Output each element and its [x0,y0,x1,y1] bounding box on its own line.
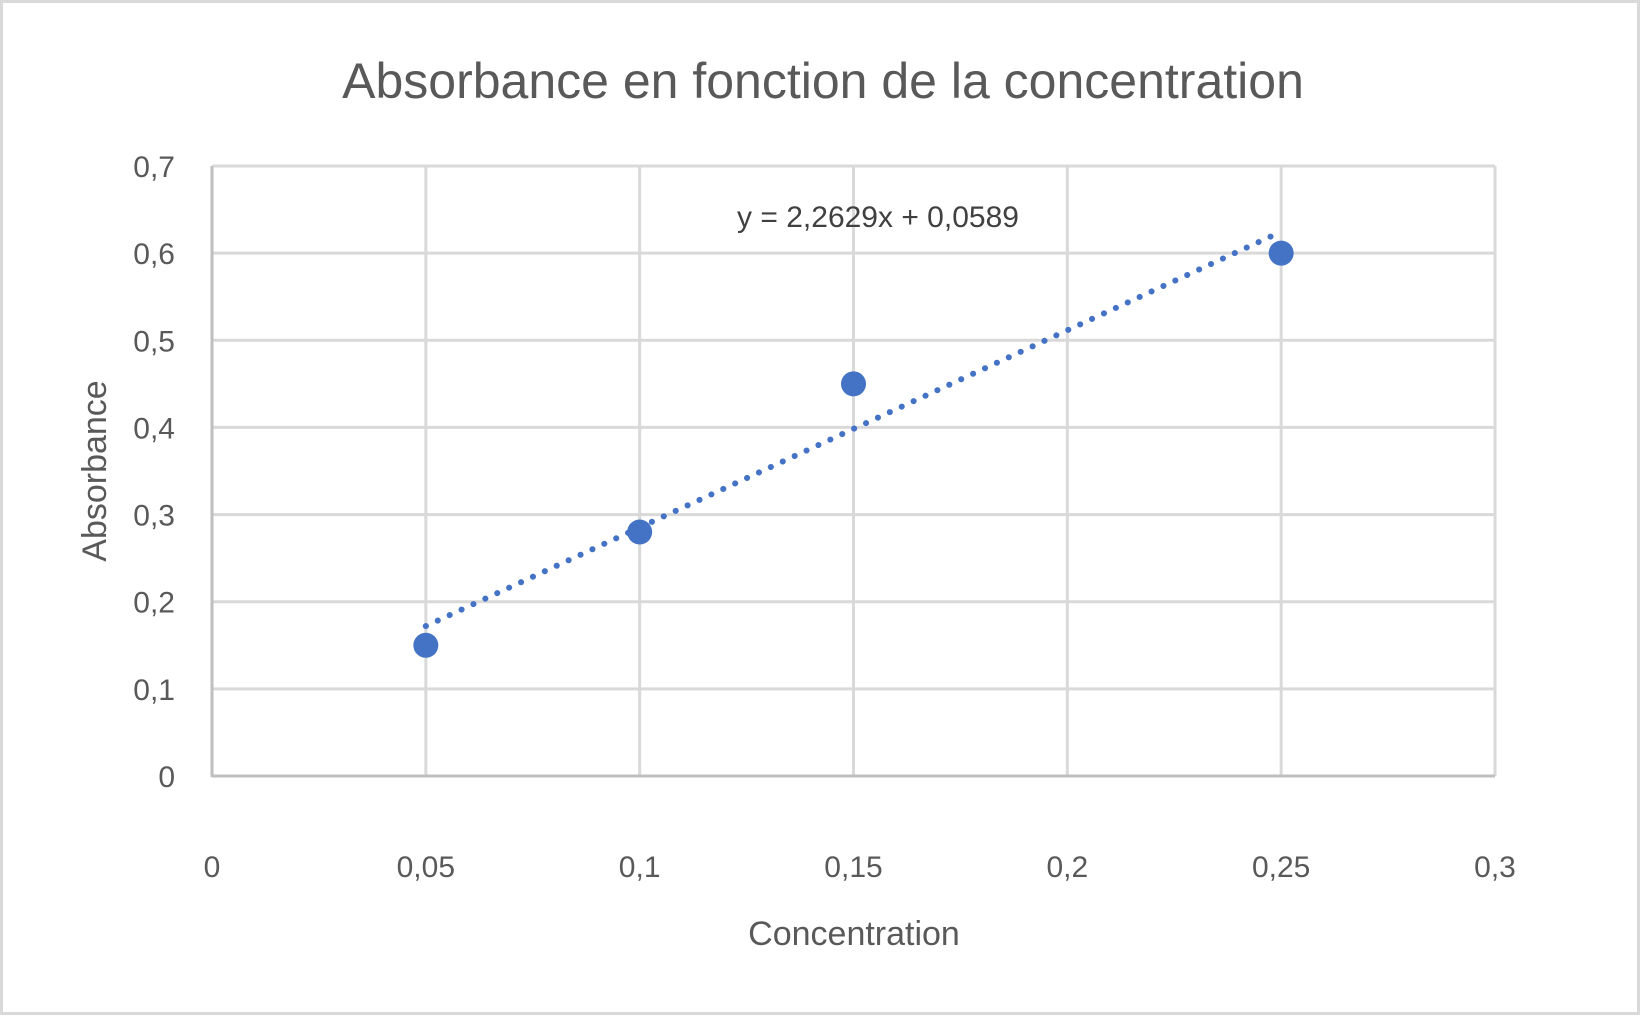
y-tick-label: 0,5 [133,325,175,358]
data-point [841,371,866,397]
y-tick-label: 0,4 [133,412,175,445]
x-axis-tick-labels: 0 0,05 0,1 0,15 0,2 0,25 0,3 [204,851,1516,884]
scatter-chart: Absorbance en fonction de la concentrati… [76,53,1516,953]
y-tick-label: 0,3 [133,500,175,533]
x-tick-label: 0,05 [397,851,455,884]
y-axis-title: Absorbance [76,380,114,561]
x-tick-label: 0,25 [1252,851,1310,884]
x-tick-label: 0,3 [1474,851,1516,884]
x-axis-title: Concentration [748,915,960,953]
gridlines [212,164,1497,776]
x-tick-label: 0 [204,851,221,884]
y-tick-label: 0,7 [133,151,175,184]
x-tick-label: 0,15 [824,851,882,884]
trendline-path [422,228,1285,630]
y-tick-label: 0,2 [133,587,175,620]
trendline [422,228,1285,630]
data-point [1268,240,1294,266]
y-tick-label: 0 [158,761,175,794]
data-point [413,632,439,658]
axes [210,166,1495,778]
x-tick-label: 0,1 [619,851,661,884]
data-points [413,240,1294,658]
chart-title: Absorbance en fonction de la concentrati… [342,53,1304,109]
x-tick-label: 0,2 [1046,851,1088,884]
y-axis-tick-labels: 0 0,1 0,2 0,3 0,4 0,5 0,6 0,7 [133,151,175,794]
y-tick-label: 0,6 [133,238,175,271]
y-tick-label: 0,1 [133,674,175,707]
data-point [627,519,653,545]
trendline-equation: y = 2,2629x + 0,0589 [737,201,1019,234]
